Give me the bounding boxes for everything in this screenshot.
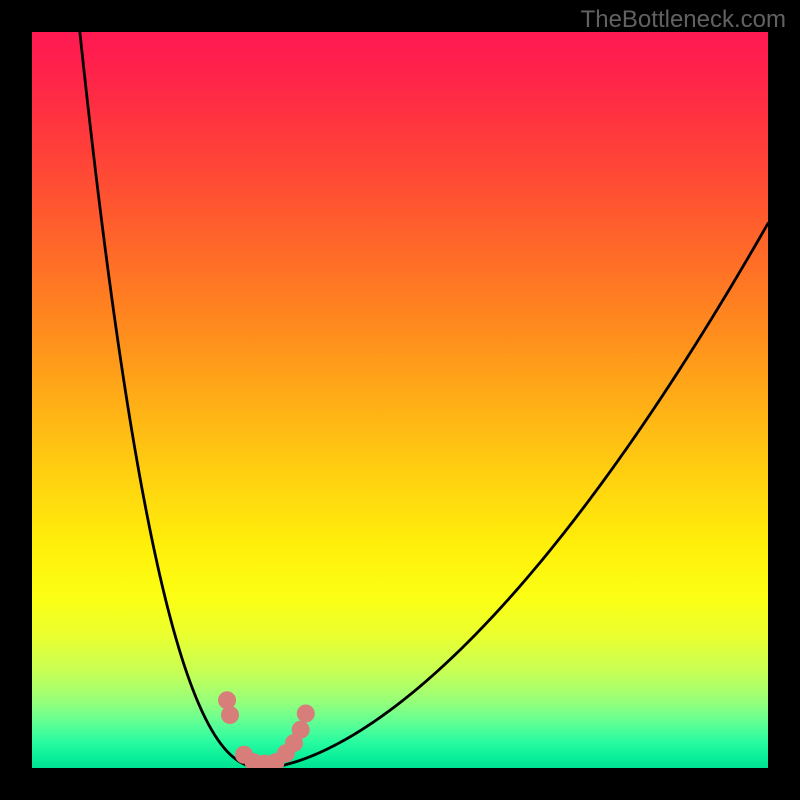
data-marker <box>297 705 314 722</box>
data-marker <box>292 721 309 738</box>
plot-area <box>32 32 768 768</box>
data-markers <box>32 32 768 768</box>
watermark-text: TheBottleneck.com <box>581 6 786 34</box>
data-marker <box>221 707 238 724</box>
data-marker <box>219 692 236 709</box>
